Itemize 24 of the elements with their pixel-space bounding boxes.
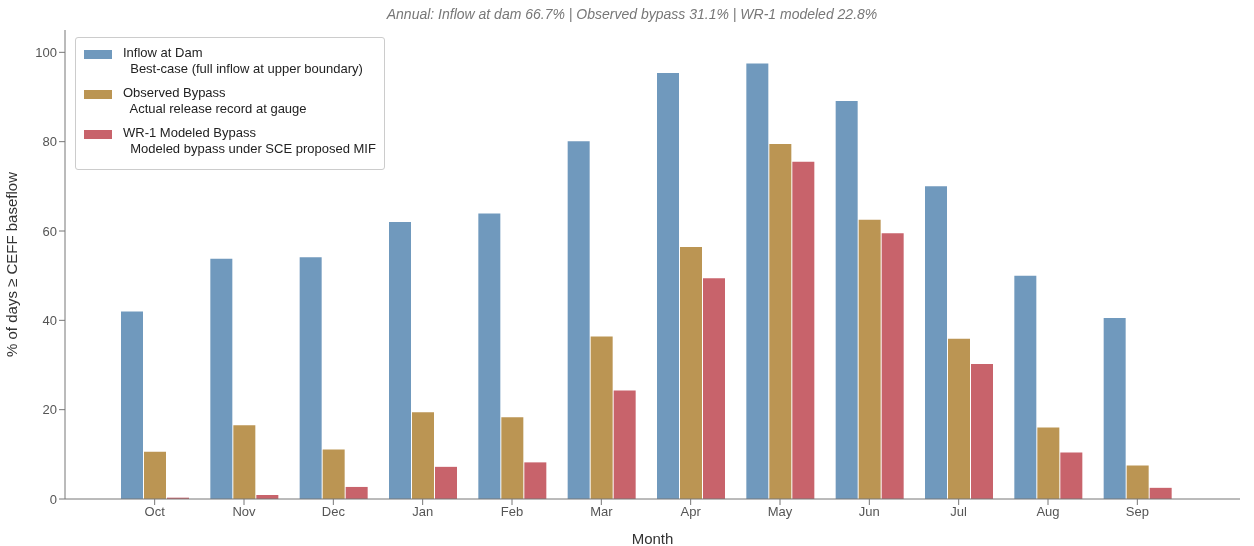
x-axis-title: Month	[631, 530, 674, 546]
x-tick-label: Mar	[590, 504, 614, 520]
y-tick-label: 20	[42, 402, 57, 418]
x-tick-label: May	[767, 504, 793, 520]
legend-label: WR-1 Modeled Bypass Modeled bypass under SCE proposed MIF	[123, 125, 376, 157]
x-tick-label: Apr	[680, 504, 702, 520]
x-tick-label: Nov	[232, 504, 257, 520]
y-tick-label: 60	[42, 223, 57, 239]
x-tick-label: Jul	[950, 504, 968, 520]
x-tick-label: Oct	[144, 504, 166, 520]
x-tick-label: Jun	[858, 504, 880, 520]
legend-label: Inflow at Dam Best-case (full inflow at upper boundary)	[123, 45, 363, 77]
x-tick-label: Sep	[1125, 504, 1149, 520]
x-tick-label: Feb	[500, 504, 524, 520]
y-tick-label: 40	[42, 312, 57, 328]
x-tick-label: Aug	[1036, 504, 1060, 520]
x-tick-label: Dec	[321, 504, 346, 520]
legend-label: Observed Bypass Actual release record at gauge	[123, 85, 307, 117]
chart-title: Annual: Inflow at dam 66.7% | Observed bypass 31.1% | WR-1 modeled 22.8%	[385, 6, 879, 22]
y-tick-label: 100	[35, 44, 57, 60]
y-axis-title: % of days ≥ CEFF baseflow	[3, 171, 21, 357]
x-tick-label: Jan	[412, 504, 434, 520]
y-tick-label: 0	[49, 491, 57, 507]
y-tick-label: 80	[42, 134, 57, 150]
